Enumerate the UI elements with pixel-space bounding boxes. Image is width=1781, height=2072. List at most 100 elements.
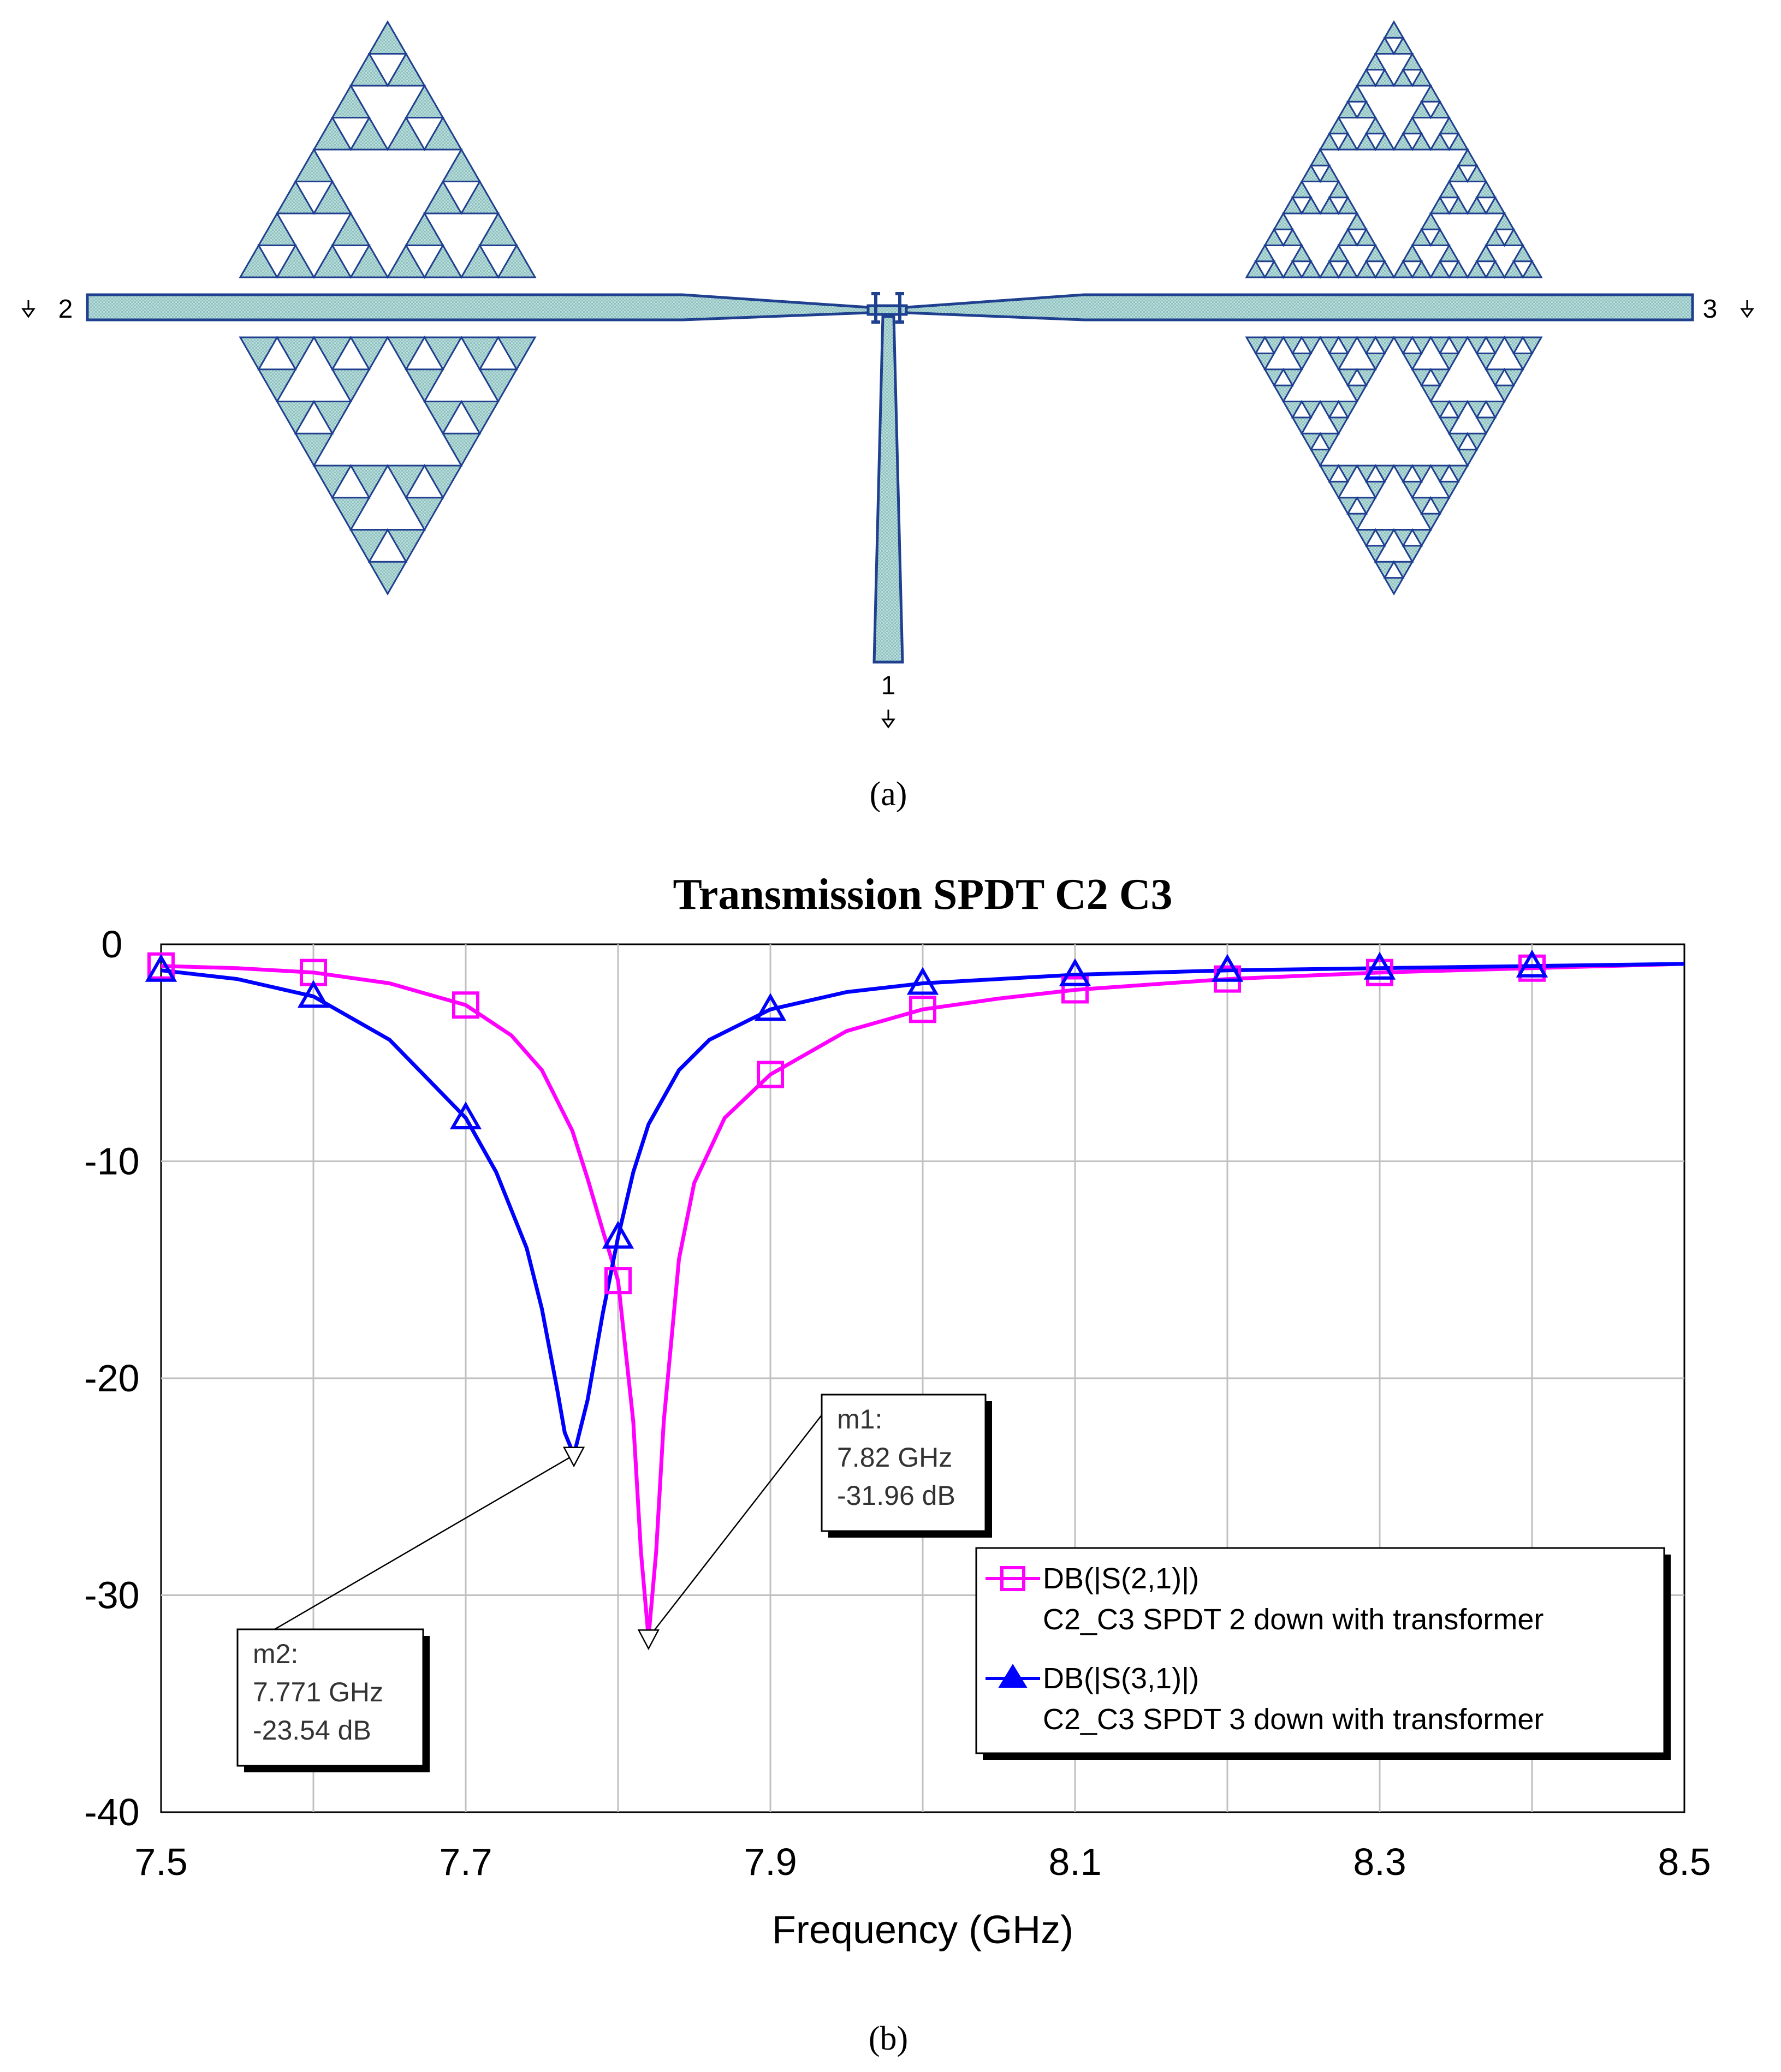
fractal-hole [1364,69,1386,88]
annotation-text: 7.771 GHz [253,1677,383,1707]
fractal-hole [1494,367,1515,386]
triangle-marker [1363,951,1396,980]
fractal-hole [1328,463,1350,483]
fractal-hole [1291,400,1313,419]
fractal-hole [1364,463,1386,483]
fractal-hole [1512,335,1534,354]
legend-triangle-marker [998,1664,1028,1688]
fractal-hole [331,117,371,152]
fractal-hole [367,53,408,88]
x-tick-label: 8.3 [1353,1841,1406,1883]
triangle-marker [297,980,330,1008]
fractal-hole [1291,260,1313,279]
fractal-hole [367,528,408,563]
series-line-s31 [161,962,1685,1457]
fractal-hole [1273,367,1294,386]
fractal-hole [405,463,444,499]
fractal-hole [1475,197,1497,216]
fractal-hole [294,181,334,216]
fractal-hole [405,245,444,279]
fractal-triangle-right-top [1245,20,1543,279]
fractal-hole [1364,260,1386,279]
via-right-icon [895,292,904,324]
caption-b: (b) [869,2020,908,2057]
chart-title: Transmission SPDT C2 C3 [673,871,1173,919]
annotation-text: m1: [837,1404,882,1434]
fractal-hole [1254,260,1276,279]
fractal-hole [331,245,371,279]
x-axis-label: Frequency (GHz) [772,1908,1073,1952]
fractal-hole [1383,560,1405,579]
fractal-hole [478,245,518,279]
fractal-hole [441,181,482,216]
fractal-hole [1512,260,1534,279]
port-1-label: 1 [881,671,896,700]
fractal-hole [1457,432,1479,451]
fractal-hole [1402,260,1423,279]
annotation-text: 7.82 GHz [837,1442,952,1473]
fractal-hole [1402,133,1423,152]
port-3-label: 3 [1703,295,1718,324]
triangle-marker [1516,949,1548,978]
y-tick-label: -30 [84,1574,139,1617]
fractal-hole [1438,335,1460,354]
fractal-hole [1346,367,1368,386]
legend-box [975,1547,1665,1754]
fractal-hole [1254,335,1276,354]
annotation-box [821,1394,987,1532]
annotation-box [236,1628,424,1767]
square-marker [452,991,479,1019]
fractal-triangle-left-bottom [239,335,537,596]
ground-icon-port-2 [21,300,35,318]
series-line-s21 [161,962,1685,1640]
x-tick-label: 8.1 [1048,1841,1101,1883]
fractal-triangle-right-bottom [1245,335,1543,596]
fractal-hole [1402,335,1423,354]
annotation-marker-icon [563,1446,585,1468]
square-marker [757,1061,784,1088]
triangle-marker [602,1220,634,1249]
chart-panel: Transmission SPDT C2 C3 7.5 7.7 7.9 8.1 8.3 8… [84,871,1711,2057]
fractal-hole [1364,335,1386,354]
fractal-hole [441,400,482,434]
triangle-marker [1211,954,1244,982]
fractal-hole [294,400,334,434]
fractal-hole [1273,228,1294,247]
fractal-hole [331,335,371,371]
ground-icon-port-1 [881,710,895,729]
square-marker [604,1267,632,1295]
fractal-hole [1494,228,1515,247]
ground-icon-port-3 [1740,300,1754,318]
legend: DB(|S(2,1)|) C2_C3 SPDT 2 down with tran… [975,1547,1671,1760]
triangle-marker [754,993,787,1021]
fractal-hole [1346,228,1368,247]
via-left-icon [871,292,880,324]
fractal-hole [1475,400,1497,419]
fractal-hole [1438,197,1460,216]
fractal-hole [1420,496,1441,515]
series-markers [145,949,1548,1295]
legend-label-s31: DB(|S(3,1)|) [1043,1662,1199,1695]
annotation-text: -31.96 dB [837,1480,955,1511]
fractal-hole [1383,37,1405,56]
y-tick-label: 0 [102,923,123,966]
x-tick-label: 7.5 [134,1841,187,1883]
legend-label-s21: DB(|S(2,1)|) [1043,1562,1199,1595]
annotation-leader-line [648,1414,822,1639]
fractal-hole [1328,260,1350,279]
fractal-hole [1328,335,1350,354]
fractal-hole [1402,463,1423,483]
y-tick-label: -40 [84,1791,139,1833]
fractal-hole [1438,260,1460,279]
triangle-marker [1059,958,1091,986]
fractal-hole [1420,367,1441,386]
marker-annotations: m1: 7.82 GHz -31.96 dB m2: 7.771 GHz -23.54 d… [236,1394,992,1772]
triangle-marker [145,954,177,982]
fractal-hole [257,335,297,371]
legend-sublabel-s21: C2_C3 SPDT 2 down with transformer [1043,1603,1543,1636]
annotation-text: m2: [253,1639,298,1669]
fractal-hole [1475,335,1497,354]
circuit-layout: 2 3 1 (a) [21,20,1754,813]
fractal-hole [1346,496,1368,515]
